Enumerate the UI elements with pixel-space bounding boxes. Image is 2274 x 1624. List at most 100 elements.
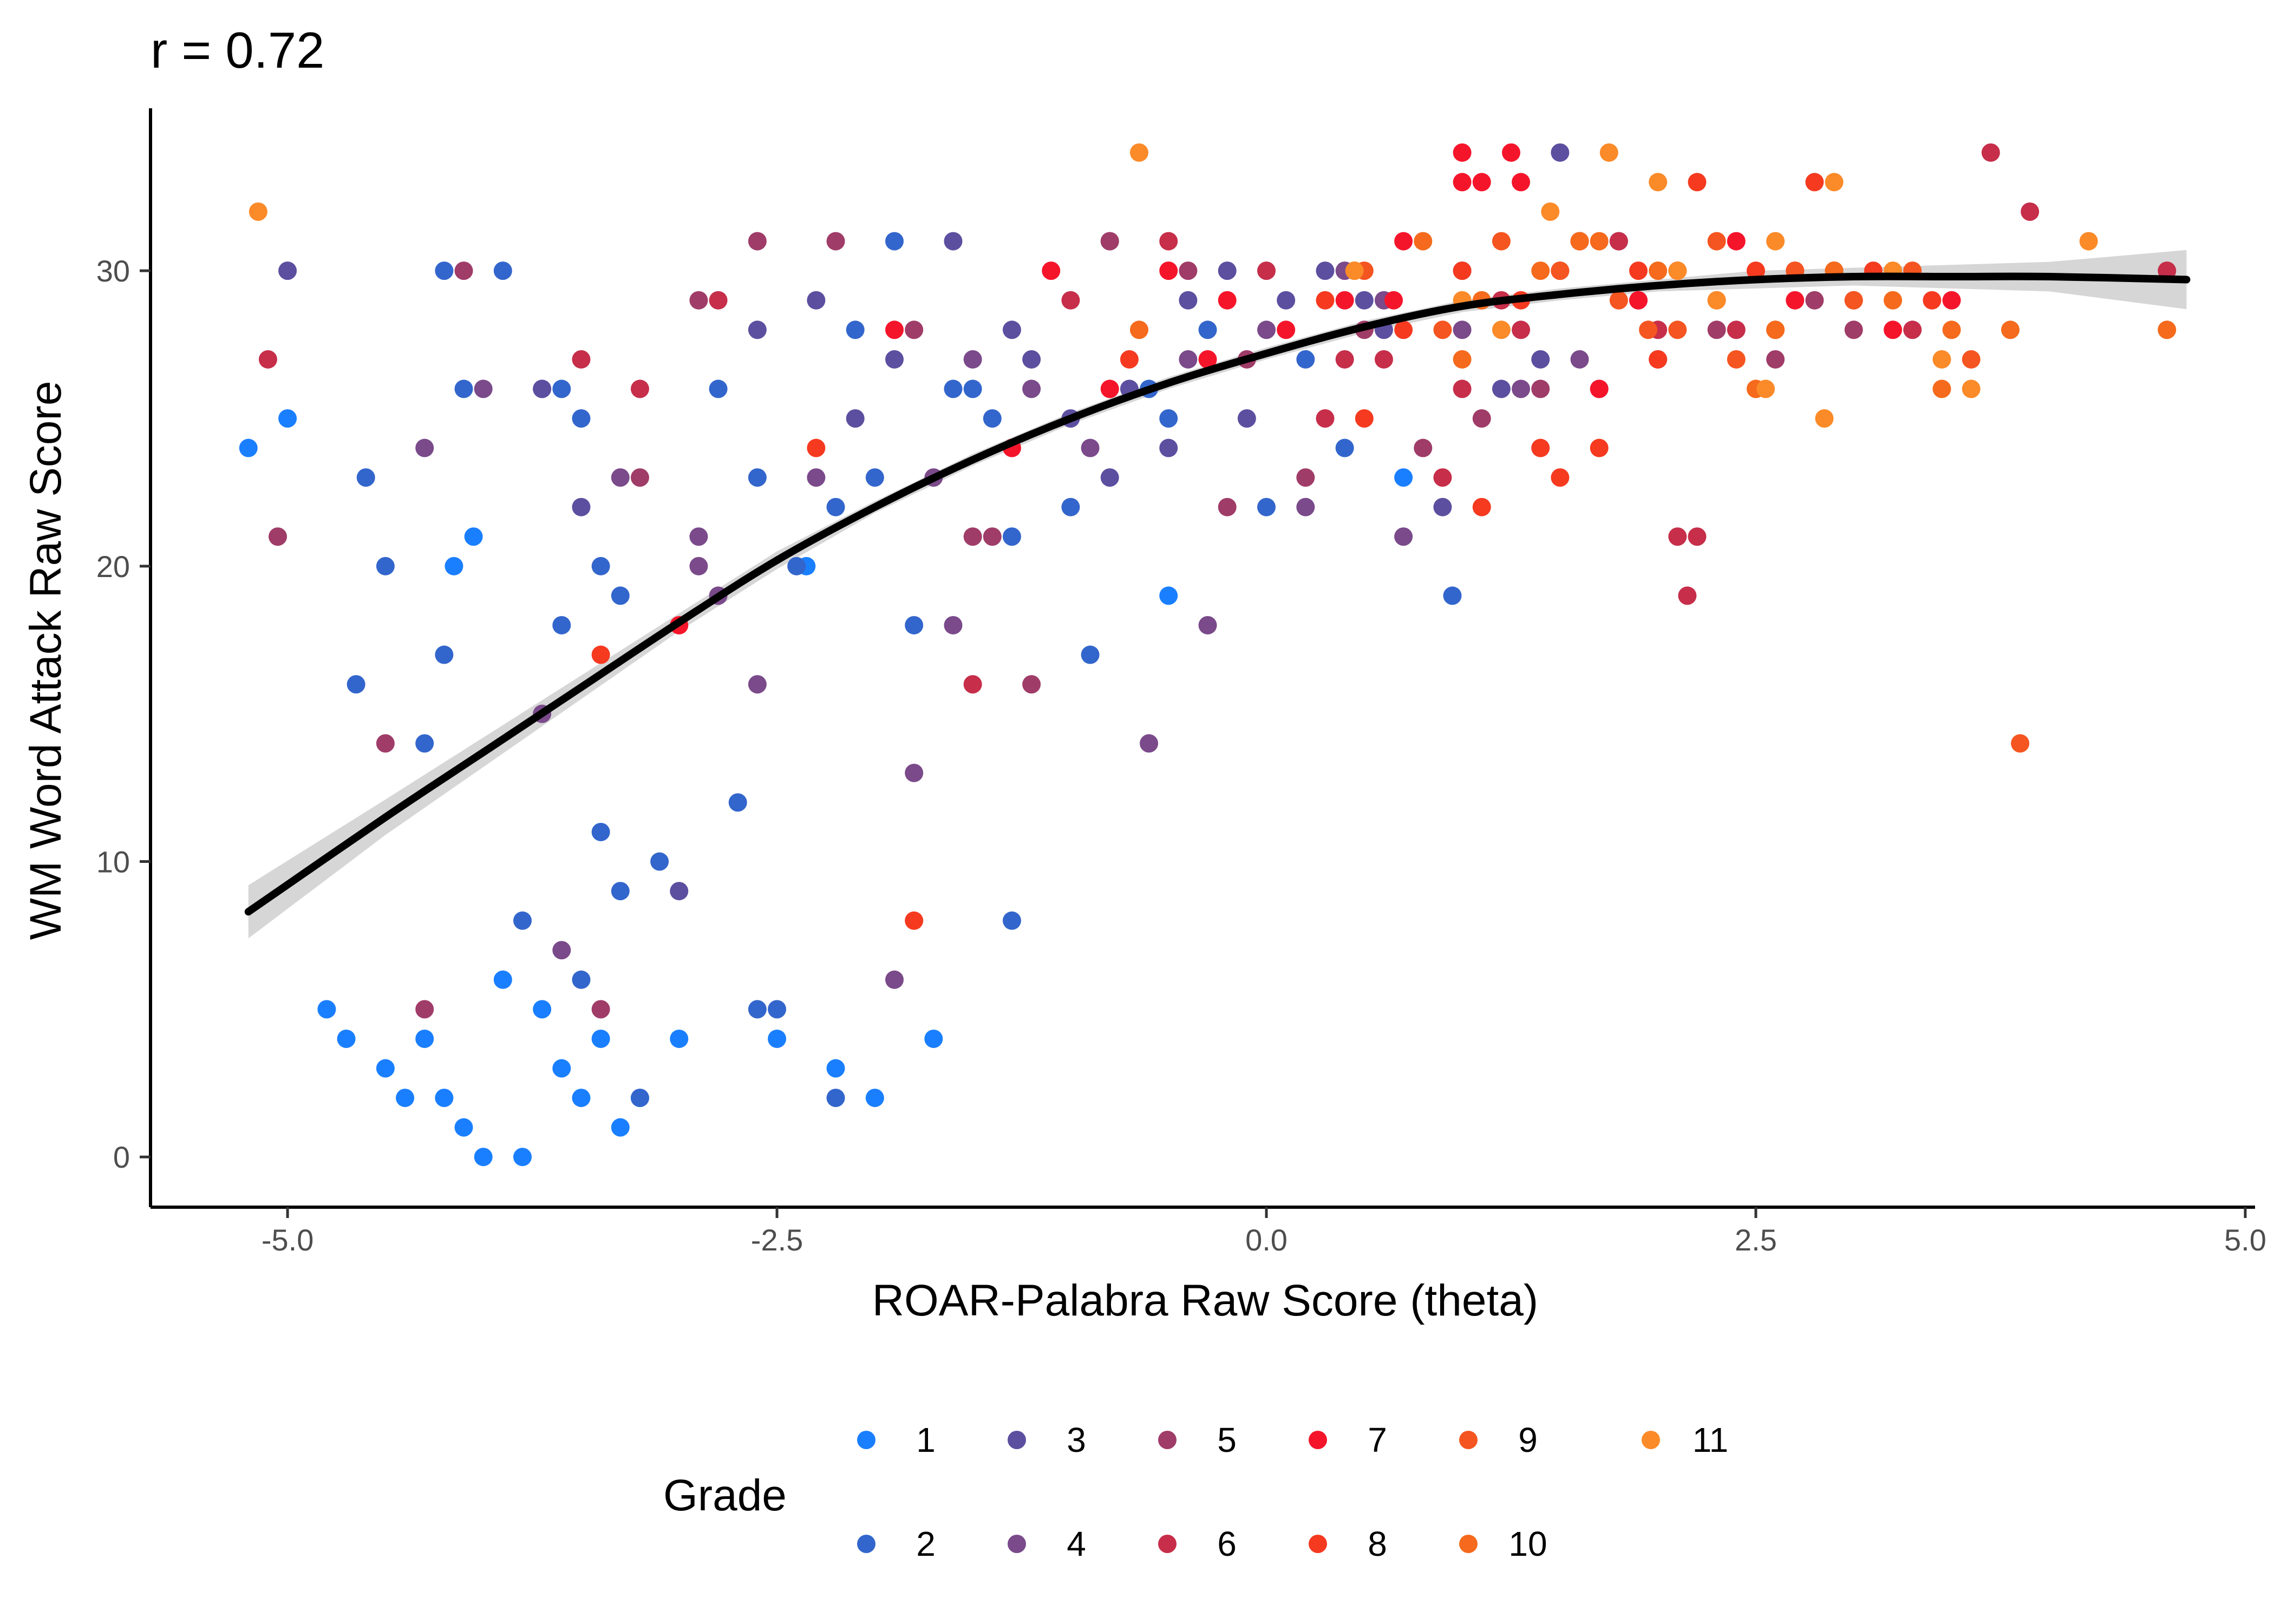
data-point: [905, 911, 924, 930]
data-point: [1512, 379, 1531, 398]
data-point: [1766, 350, 1785, 369]
data-point: [1492, 379, 1511, 398]
data-point: [2158, 320, 2177, 339]
data-point: [454, 379, 473, 398]
data-point: [513, 911, 532, 930]
legend-label: 11: [1693, 1420, 1728, 1459]
legend-label: 7: [1368, 1420, 1387, 1459]
data-point: [415, 1029, 434, 1048]
data-point: [1531, 350, 1550, 369]
data-point: [1335, 291, 1354, 310]
data-point: [435, 1089, 454, 1108]
x-tick-label: 5.0: [2224, 1223, 2266, 1257]
data-point: [572, 497, 591, 516]
legend-label: 6: [1217, 1524, 1237, 1563]
data-point: [1120, 350, 1139, 369]
data-point: [807, 438, 826, 457]
data-point: [1140, 734, 1159, 753]
data-point: [1668, 320, 1687, 339]
legend-item-grade-10: 10: [1459, 1524, 1547, 1563]
data-point: [1316, 261, 1335, 280]
data-point: [1198, 350, 1217, 369]
legend-key: [857, 1431, 875, 1449]
data-point: [1531, 379, 1550, 398]
data-point: [865, 1089, 884, 1108]
x-tick-label: 0.0: [1245, 1223, 1288, 1257]
data-point: [650, 852, 669, 871]
data-point: [1932, 379, 1951, 398]
data-point: [591, 645, 610, 664]
data-point: [1492, 232, 1511, 251]
data-point: [611, 1118, 630, 1137]
data-point: [1501, 143, 1520, 162]
data-point: [1688, 527, 1707, 546]
data-point: [630, 1089, 649, 1108]
data-point: [1512, 320, 1531, 339]
data-point: [1942, 291, 1961, 310]
legend-key: [1309, 1431, 1327, 1449]
data-point: [846, 320, 865, 339]
data-point: [1727, 320, 1746, 339]
data-point: [1707, 320, 1726, 339]
data-point: [1129, 320, 1148, 339]
data-point: [748, 675, 767, 694]
data-point: [1179, 291, 1198, 310]
data-point: [1257, 320, 1276, 339]
data-point: [1355, 291, 1374, 310]
data-point: [1678, 586, 1697, 605]
data-point: [905, 615, 924, 634]
data-point: [1081, 438, 1100, 457]
data-point: [1472, 409, 1491, 428]
data-point: [1766, 232, 1785, 251]
data-point: [1453, 261, 1472, 280]
data-point: [1022, 350, 1041, 369]
data-point: [1414, 438, 1433, 457]
legend-item-grade-4: 4: [1008, 1524, 1086, 1563]
data-point: [1257, 497, 1276, 516]
data-point: [1707, 291, 1726, 310]
fit-line-layer: [244, 272, 2191, 916]
data-point: [572, 409, 591, 428]
data-point: [1218, 261, 1237, 280]
data-point: [1042, 261, 1061, 280]
data-point: [572, 350, 591, 369]
data-point: [1002, 527, 1021, 546]
data-point: [885, 320, 904, 339]
data-point: [826, 232, 845, 251]
y-tick-label: 10: [96, 845, 130, 879]
data-point: [1932, 350, 1951, 369]
data-point: [1903, 320, 1922, 339]
data-point: [474, 379, 493, 398]
data-point: [1453, 173, 1472, 192]
series-grade-2: [347, 232, 1462, 1108]
data-point: [1590, 438, 1609, 457]
data-point: [1218, 291, 1237, 310]
data-point: [591, 1029, 610, 1048]
data-point: [709, 379, 728, 398]
data-point: [533, 379, 552, 398]
data-point: [983, 409, 1002, 428]
data-point: [1198, 320, 1217, 339]
data-point: [1061, 497, 1080, 516]
data-point: [1453, 320, 1472, 339]
data-point: [748, 1000, 767, 1019]
data-point: [944, 232, 963, 251]
data-point: [689, 556, 708, 575]
series-grade-5: [269, 232, 1863, 1019]
data-point: [944, 615, 963, 634]
data-point: [963, 379, 982, 398]
legend-key: [1008, 1431, 1026, 1449]
legend-item-grade-7: 7: [1309, 1420, 1387, 1459]
data-point: [1453, 143, 1472, 162]
data-point: [1962, 379, 1981, 398]
data-point: [1453, 350, 1472, 369]
data-point: [1609, 291, 1628, 310]
data-point: [611, 468, 630, 487]
data-point: [905, 763, 924, 782]
data-point: [1541, 202, 1560, 221]
data-point: [1100, 468, 1119, 487]
fit-line: [244, 272, 2191, 916]
legend-key: [1158, 1535, 1177, 1553]
data-point: [1179, 350, 1198, 369]
data-point: [846, 409, 865, 428]
